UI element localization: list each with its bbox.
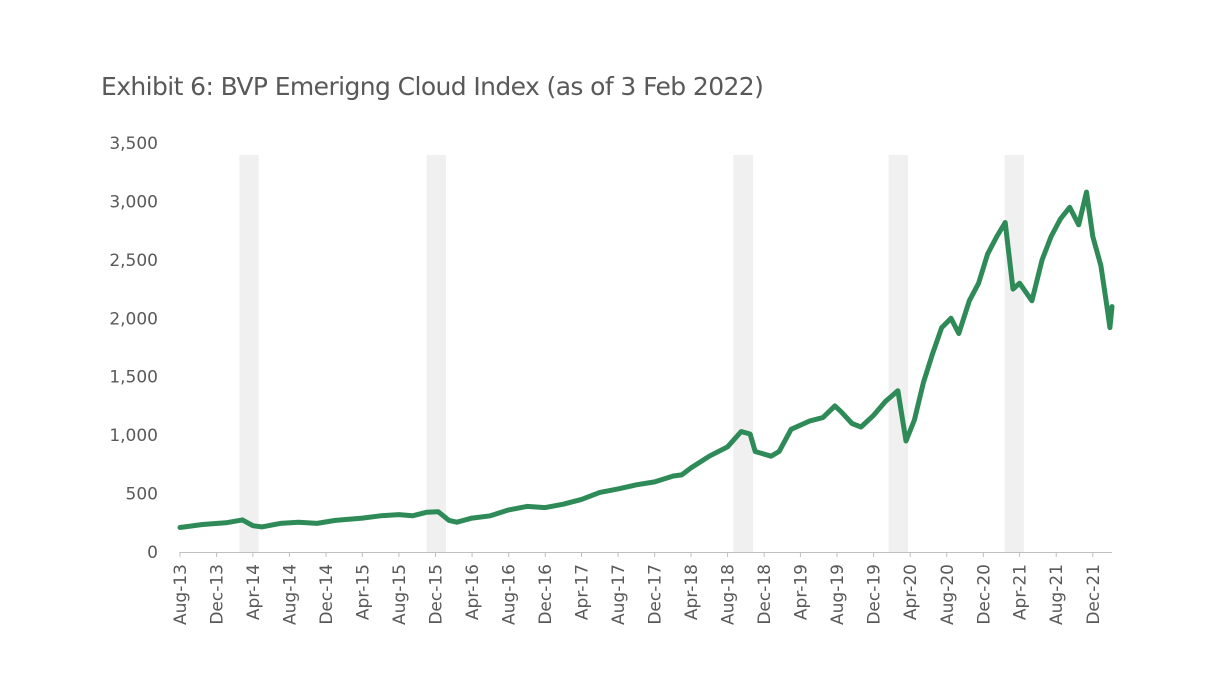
x-tick-label: Apr-17 (573, 564, 593, 620)
shaded-period-0 (239, 155, 259, 552)
y-tick-label: 2,000 (109, 309, 158, 329)
y-tick-label: 0 (147, 543, 158, 563)
x-tick-label: Apr-15 (353, 564, 373, 620)
y-tick-label: 3,500 (109, 134, 158, 154)
shaded-period-4 (1004, 155, 1024, 552)
x-tick-label: Dec-13 (208, 564, 228, 625)
x-tick-label: Dec-17 (646, 564, 666, 625)
shaded-period-3 (888, 155, 909, 552)
shaded-period-2 (733, 155, 754, 552)
x-tick-label: Apr-21 (1011, 564, 1031, 620)
y-tick-label: 1,500 (109, 368, 158, 388)
x-tick-label: Dec-14 (317, 564, 337, 625)
x-tick-label: Dec-18 (755, 564, 775, 625)
x-tick-label: Apr-14 (244, 564, 264, 620)
series-line-0 (177, 189, 1115, 530)
x-tick-label: Aug-17 (609, 564, 629, 625)
x-tick-label: Dec-15 (426, 564, 446, 625)
x-tick-label: Apr-20 (901, 564, 921, 620)
x-axis-ticks: Aug-13 Dec-13 Apr-14 Aug-14 Dec-14 Apr-15 Aug-… (171, 552, 1104, 625)
x-tick-label: Apr-16 (463, 564, 483, 620)
x-tick-label: Dec-16 (536, 564, 556, 625)
x-tick-label: Aug-14 (280, 564, 300, 625)
x-tick-label: Aug-21 (1047, 564, 1067, 625)
series (177, 189, 1115, 530)
y-tick-label: 500 (126, 485, 158, 505)
x-tick-label: Apr-18 (682, 564, 702, 620)
x-tick-label: Aug-16 (500, 564, 520, 625)
x-tick-label: Dec-21 (1084, 564, 1104, 625)
x-tick-label: Dec-19 (865, 564, 885, 625)
y-tick-label: 1,000 (109, 426, 158, 446)
x-tick-label: Aug-13 (171, 564, 191, 625)
x-tick-label: Aug-19 (828, 564, 848, 625)
shaded-periods (239, 155, 1024, 552)
y-axis-ticks: 0 500 1,000 1,500 2,000 2,500 3,000 3,500 (109, 134, 158, 563)
x-tick-label: Apr-19 (791, 564, 811, 620)
x-tick-label: Aug-20 (938, 564, 958, 625)
y-tick-label: 3,000 (109, 192, 158, 212)
x-tick-label: Aug-15 (390, 564, 410, 625)
y-tick-label: 2,500 (109, 251, 158, 271)
shaded-period-1 (426, 155, 446, 552)
x-tick-label: Dec-20 (974, 564, 994, 625)
chart-title: Exhibit 6: BVP Emerigng Cloud Index (as … (101, 72, 764, 101)
x-tick-label: Aug-18 (719, 564, 739, 625)
